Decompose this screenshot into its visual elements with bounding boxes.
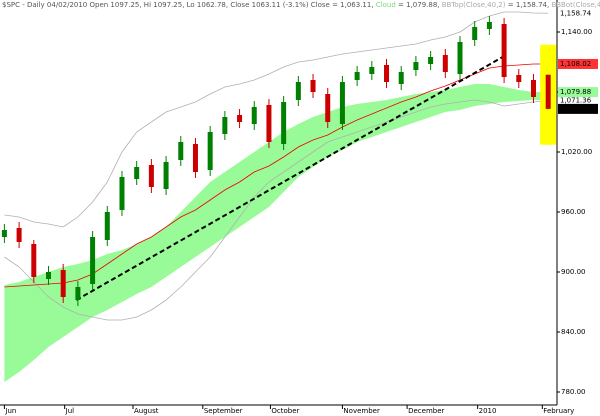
candle-body <box>31 244 37 277</box>
candle-body <box>148 165 154 187</box>
candle-body <box>325 94 331 122</box>
x-tick-label: November <box>343 407 380 415</box>
x-tick-label: August <box>134 407 159 415</box>
candle-body <box>192 144 198 172</box>
candle-body <box>134 167 140 179</box>
y-tick-label: 1,140.00 <box>561 28 592 36</box>
title-part: BBTop(Close,40,2) <box>442 1 506 9</box>
candle-body <box>369 67 375 74</box>
value-tag: 1,063.11 <box>560 105 591 113</box>
candle-body <box>90 237 96 284</box>
candle-body <box>207 132 213 170</box>
candle-body <box>1 230 7 237</box>
candle-body <box>45 272 51 279</box>
candle-body <box>428 57 434 64</box>
x-tick-label: 2010 <box>479 407 497 415</box>
candle-body <box>457 42 463 74</box>
x-tick-label: Jun <box>4 407 16 415</box>
value-tag-bg <box>558 58 598 69</box>
candle-body <box>75 287 81 300</box>
candle-body <box>354 72 360 80</box>
candle-body <box>472 27 478 40</box>
candle-body <box>486 22 492 29</box>
candle-body <box>442 55 448 72</box>
candle-body <box>281 102 287 144</box>
candle-body <box>251 107 257 124</box>
plot-area <box>1 11 557 382</box>
value-tag-bg <box>558 87 598 98</box>
y-tick-label: 1,020.00 <box>561 148 592 156</box>
value-tag-bg <box>558 95 598 106</box>
x-tick-label: December <box>408 407 444 415</box>
y-tick-label: 780.00 <box>561 388 586 396</box>
ichimoku-cloud <box>4 84 549 382</box>
title-part: Cloud <box>376 1 396 9</box>
candle-body <box>398 72 404 84</box>
y-tick-label: 960.00 <box>561 208 586 216</box>
candle-body <box>339 82 345 124</box>
value-tag: 1,079.88 <box>560 88 591 96</box>
trendline <box>75 56 504 301</box>
candle-body <box>516 75 522 82</box>
candle-body <box>163 162 169 189</box>
candle-body <box>16 228 22 242</box>
title-part: $SPC - Daily 04/02/2010 Open 1097.25, Hi… <box>2 1 376 9</box>
candle-body <box>237 115 243 122</box>
candle-body <box>266 105 272 142</box>
value-tag: 1,108.02 <box>560 60 591 68</box>
x-tick-label: October <box>271 407 299 415</box>
candle-body <box>178 142 184 160</box>
candle-body <box>119 177 125 210</box>
value-tag-bg <box>558 103 598 114</box>
y-tick-label: 900.00 <box>561 268 586 276</box>
value-tag-bg <box>558 8 598 19</box>
y-tick-label: 840.00 <box>561 328 586 336</box>
x-tick-label: September <box>204 407 243 415</box>
candle-body <box>545 74 551 109</box>
chart-title: $SPC - Daily 04/02/2010 Open 1097.25, Hi… <box>2 1 600 9</box>
candle-body <box>384 65 390 82</box>
title-part: BBBot(Close,40,2) <box>551 1 600 9</box>
candle-body <box>413 62 419 70</box>
candle-body <box>310 80 316 92</box>
candle-body <box>530 80 536 97</box>
x-tick-label: Jul <box>65 407 75 415</box>
candle-body <box>104 212 110 240</box>
candle-body <box>222 117 228 134</box>
value-tag: 1,158.74 <box>560 9 592 17</box>
candle-body <box>60 270 66 297</box>
indicator-line <box>4 11 549 228</box>
x-tick-label: February <box>543 407 574 415</box>
value-tag: 1,071.36 <box>560 97 592 105</box>
candle-body <box>501 24 507 77</box>
candle-body <box>295 82 301 100</box>
title-part: = 1,079.88, <box>396 1 442 9</box>
indicator-line <box>4 99 549 321</box>
title-part: = 1,158.74, <box>506 1 552 9</box>
